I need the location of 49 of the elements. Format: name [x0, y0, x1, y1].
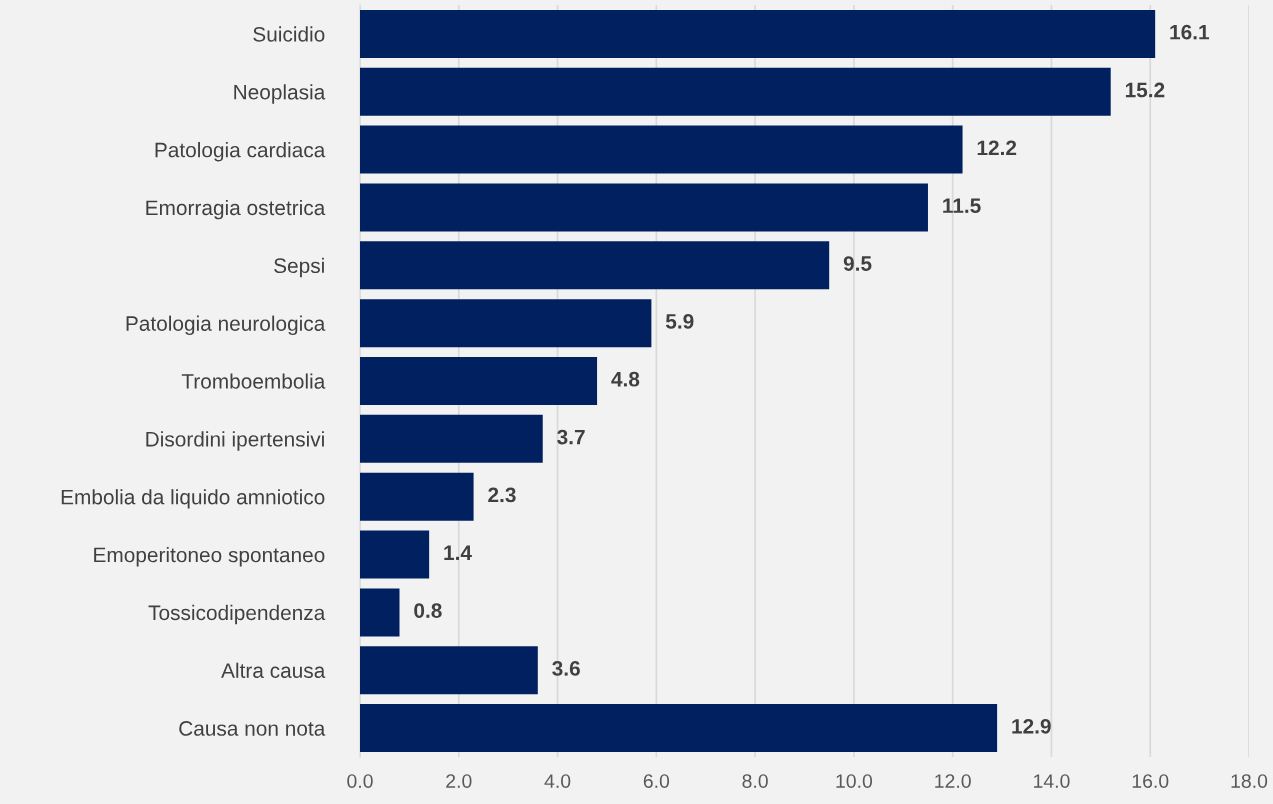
y-tick-label: Emorragia ostetrica — [146, 199, 326, 220]
bar — [360, 588, 400, 637]
y-tick-label: Disordini ipertensivi — [146, 431, 324, 451]
bar — [360, 356, 598, 406]
data-label: 15.2 — [1125, 82, 1165, 98]
data-label: 9.5 — [843, 256, 872, 271]
x-tick-label: 2.0 — [446, 774, 472, 788]
data-label: 12.2 — [977, 140, 1017, 155]
data-label: 12.9 — [1012, 718, 1051, 734]
data-label: 0.8 — [414, 603, 442, 618]
x-tick-label: 10.0 — [836, 774, 873, 788]
data-label: 2.3 — [488, 487, 516, 503]
bar — [360, 472, 474, 521]
data-label: 3.6 — [552, 661, 580, 676]
data-label: 1.4 — [444, 545, 472, 560]
bar — [360, 646, 538, 695]
bar — [360, 299, 652, 348]
y-tick-label: Emoperitoneo spontaneo — [94, 546, 325, 567]
y-tick-label: Altra causa — [221, 662, 326, 678]
y-tick-label: Neoplasia — [234, 84, 326, 104]
bar — [360, 414, 543, 463]
data-label: 3.7 — [557, 429, 585, 445]
x-tick-label: 14.0 — [1034, 774, 1070, 788]
bar — [360, 183, 928, 232]
data-label: 11.5 — [943, 198, 981, 214]
y-tick-label: Sepsi — [274, 257, 324, 278]
x-tick-label: 16.0 — [1132, 774, 1169, 788]
bar — [360, 67, 1111, 116]
bar — [360, 9, 1156, 58]
x-tick-label: 12.0 — [935, 774, 971, 788]
y-tick-label: Suicidio — [253, 26, 325, 42]
x-tick-label: 4.0 — [544, 774, 571, 788]
data-label: 5.9 — [665, 313, 694, 329]
y-tick-label: Tossicodipendenza — [148, 604, 326, 625]
y-tick-label: Tromboembolia — [181, 373, 326, 389]
x-tick-label: 18.0 — [1231, 774, 1268, 788]
bar — [360, 530, 430, 579]
y-tick-label: Causa non nota — [179, 721, 326, 736]
x-tick-label: 0.0 — [347, 774, 373, 788]
x-tick-label: 8.0 — [742, 774, 768, 788]
y-tick-label: Patologia neurologica — [126, 315, 326, 336]
y-tick-label: Patologia cardiaca — [155, 142, 326, 162]
y-tick-label: Embolia da liquido amniotico — [61, 489, 325, 509]
bar — [360, 125, 963, 174]
bar — [360, 241, 830, 290]
x-tick-label: 6.0 — [643, 774, 670, 788]
bar — [360, 704, 998, 753]
data-label: 4.8 — [611, 371, 640, 387]
data-label: 16.1 — [1170, 24, 1210, 40]
